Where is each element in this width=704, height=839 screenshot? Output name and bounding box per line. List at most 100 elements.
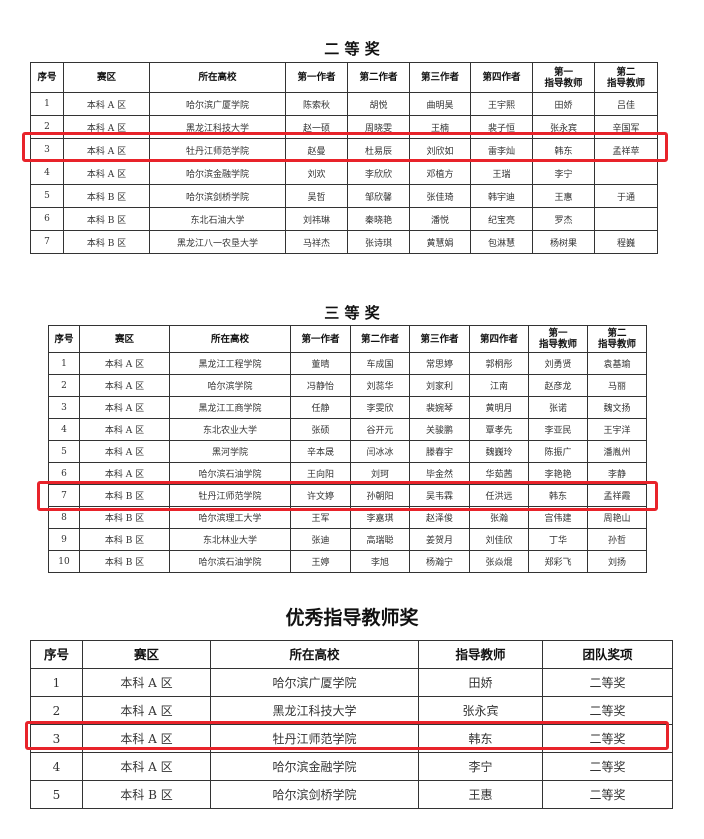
table-row: 5 本科 A 区黑河学院 辛本晟 闫冰冰 滕春宇 魏巍玲 陈振广 潘胤州 xyxy=(48,440,647,463)
table-cell: 张佳琦 xyxy=(409,184,471,208)
table-cell: 本科 A 区 xyxy=(79,396,170,419)
table-row: 10 本科 B 区哈尔滨石油学院 王婷 李旭 杨瀚宁 张焱焜 郑彩飞 刘扬 xyxy=(48,550,647,573)
table-cell: 二等奖 xyxy=(542,668,673,697)
column-header: 赛区 xyxy=(79,325,170,353)
column-header: 序号 xyxy=(48,325,80,353)
table-cell: 东北农业大学 xyxy=(169,418,291,441)
table-cell: 刘欣如 xyxy=(409,138,471,162)
table-cell: 2 xyxy=(48,374,80,397)
table-cell: 赵曼 xyxy=(285,138,348,162)
table-cell: 董晴 xyxy=(290,352,351,375)
table-cell xyxy=(594,207,658,231)
table-cell: 本科 A 区 xyxy=(63,115,150,139)
table-cell: 3 xyxy=(48,396,80,419)
table-cell: 本科 A 区 xyxy=(79,440,170,463)
table-cell: 5 xyxy=(48,440,80,463)
table-cell: 6 xyxy=(30,207,64,231)
table-cell: 杨树果 xyxy=(532,230,595,254)
table-cell: 胡悦 xyxy=(347,92,410,116)
table-cell: 哈尔滨学院 xyxy=(169,374,291,397)
table-row: 3 本科 A 区牡丹江师范学院 赵曼 杜易辰 刘欣如 雷李灿 韩东 孟祥苹 xyxy=(30,138,658,162)
third-prize-title: 三 等 奖 xyxy=(324,304,380,322)
column-header: 团队奖项 xyxy=(542,640,673,669)
table-row: 2 本科 A 区黑龙江科技大学 张永宾 二等奖 xyxy=(30,696,673,725)
column-header: 第一 指导教师 xyxy=(528,325,588,353)
column-header: 序号 xyxy=(30,62,64,93)
table-cell: 9 xyxy=(48,528,80,551)
table-cell: 高瑞聪 xyxy=(350,528,410,551)
table-cell: 魏文扬 xyxy=(587,396,647,419)
table-cell: 哈尔滨石油学院 xyxy=(169,550,291,573)
column-header: 第二 指导教师 xyxy=(587,325,647,353)
table-cell: 黑龙江工程学院 xyxy=(169,352,291,375)
table-cell: 4 xyxy=(30,161,64,185)
table-cell: 黄明月 xyxy=(469,396,529,419)
table-cell: 于通 xyxy=(594,184,658,208)
column-header: 第四作者 xyxy=(470,62,533,93)
table-cell: 哈尔滨金融学院 xyxy=(149,161,286,185)
table-row: 4 本科 A 区东北农业大学 张硕 谷开元 关骏鹏 覃孝先 李亚民 王宇洋 xyxy=(48,418,647,441)
table-cell: 黄慧娟 xyxy=(409,230,471,254)
table-cell: 魏巍玲 xyxy=(469,440,529,463)
table-cell: 邓植方 xyxy=(409,161,471,185)
table-cell: 4 xyxy=(30,752,83,781)
header-row: 序号 赛区 所在高校 第一作者 第二作者 第三作者 第四作者 第一 指导教师 第二 指导教师 xyxy=(48,325,647,353)
table-row: 4 本科 A 区哈尔滨金融学院 刘欢 李欣欣 邓植方 王瑞 李宁 xyxy=(30,161,658,185)
second-prize-title: 二 等 奖 xyxy=(324,40,380,58)
table-cell: 东北林业大学 xyxy=(169,528,291,551)
table-cell: 本科 B 区 xyxy=(82,780,211,809)
highlight-box xyxy=(22,132,668,162)
table-cell: 刘家利 xyxy=(409,374,470,397)
table-cell: 曲明昊 xyxy=(409,92,471,116)
column-header: 第四作者 xyxy=(469,325,529,353)
table-cell: 覃孝先 xyxy=(469,418,529,441)
header-row: 序号 赛区 所在高校 指导教师 团队奖项 xyxy=(30,640,673,669)
table-cell: 张永宾 xyxy=(532,115,595,139)
table-cell xyxy=(594,161,658,185)
column-header: 序号 xyxy=(30,640,83,669)
table-row: 3 本科 A 区黑龙江工商学院 任静 李雯欣 裴婉琴 黄明月 张诺 魏文扬 xyxy=(48,396,647,419)
column-header: 第一作者 xyxy=(285,62,348,93)
table-cell: 本科 A 区 xyxy=(79,374,170,397)
table-cell: 刘欢 xyxy=(285,161,348,185)
table-cell: 谷开元 xyxy=(350,418,410,441)
table-cell: 王惠 xyxy=(532,184,595,208)
table-cell: 二等奖 xyxy=(542,696,673,725)
table-cell: 潘胤州 xyxy=(587,440,647,463)
second-prize-table: 序号 赛区 所在高校 第一作者 第二作者 第三作者 第四作者 第一 指导教师 第二 指导教师 1 本… xyxy=(30,62,658,254)
table-cell: 1 xyxy=(30,668,83,697)
table-cell: 吕佳 xyxy=(594,92,658,116)
table-cell: 滕春宇 xyxy=(409,440,470,463)
table-cell: 本科 B 区 xyxy=(79,528,170,551)
table-cell: 罗杰 xyxy=(532,207,595,231)
table-cell: 郑彩飞 xyxy=(528,550,588,573)
table-cell: 任静 xyxy=(290,396,351,419)
table-cell: 马祥杰 xyxy=(285,230,348,254)
table-cell: 李欣欣 xyxy=(347,161,410,185)
table-cell: 本科 A 区 xyxy=(79,352,170,375)
table-cell: 王宇熙 xyxy=(470,92,533,116)
table-cell: 张诺 xyxy=(528,396,588,419)
column-header: 第二 指导教师 xyxy=(594,62,658,93)
table-cell: 赵一硕 xyxy=(285,115,348,139)
table-row: 5 本科 B 区哈尔滨剑桥学院 吴哲 邹欣馨 张佳琦 韩宇迪 王惠 于通 xyxy=(30,184,658,208)
table-cell: 本科 B 区 xyxy=(79,550,170,573)
table-cell: 刘扬 xyxy=(587,550,647,573)
table-cell: 纪宝亮 xyxy=(470,207,533,231)
highlight-box xyxy=(25,721,669,750)
table-cell: 二等奖 xyxy=(542,780,673,809)
table-cell: 李宁 xyxy=(532,161,595,185)
table-cell: 邹欣馨 xyxy=(347,184,410,208)
table-cell: 本科 A 区 xyxy=(63,161,150,185)
table-cell: 赵彦龙 xyxy=(528,374,588,397)
table-cell: 本科 A 区 xyxy=(79,418,170,441)
table-cell: 张迪 xyxy=(290,528,351,551)
table-cell: 黑龙江工商学院 xyxy=(169,396,291,419)
table-cell: 5 xyxy=(30,780,83,809)
table-cell: 刘祎琳 xyxy=(285,207,348,231)
table-cell: 孙哲 xyxy=(587,528,647,551)
table-cell: 黑龙江八一农垦大学 xyxy=(149,230,286,254)
table-cell: 姜贺月 xyxy=(409,528,470,551)
table-cell: 孟祥苹 xyxy=(594,138,658,162)
table-cell: 黑河学院 xyxy=(169,440,291,463)
